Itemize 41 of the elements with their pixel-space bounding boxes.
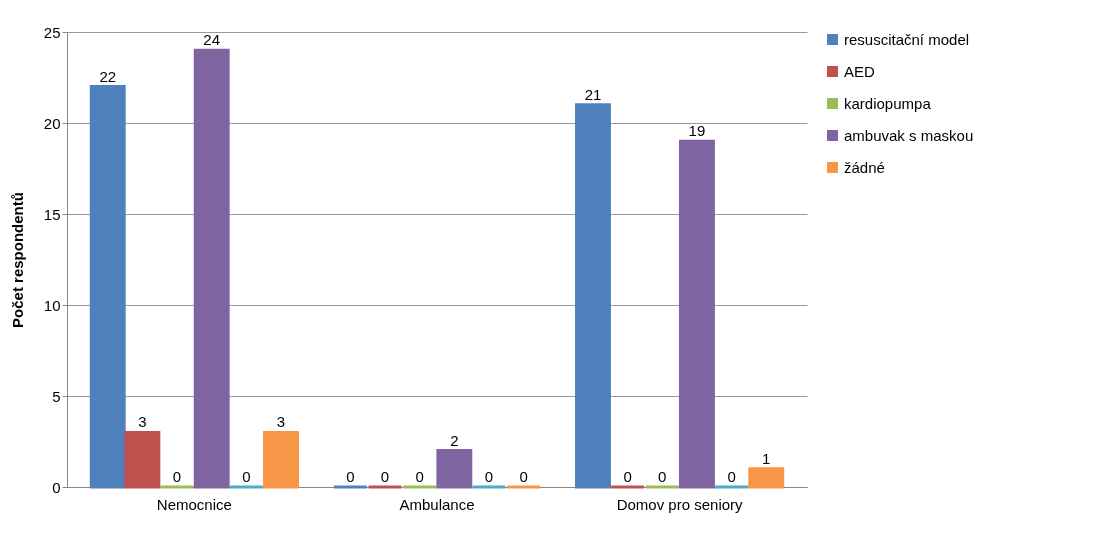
- bar: [436, 449, 473, 489]
- legend-label: AED: [844, 62, 876, 80]
- data-label: 0: [380, 468, 390, 485]
- x-tick-label: Nemocnice: [156, 495, 232, 513]
- data-label: 21: [584, 85, 602, 103]
- y-tick-label: 15: [43, 205, 61, 223]
- data-label: 1: [762, 449, 771, 467]
- bar: [124, 430, 161, 489]
- legend-label: ambuvak s maskou: [844, 126, 974, 144]
- bar: [89, 85, 126, 489]
- x-tick-label: Domov pro seniory: [616, 495, 744, 513]
- legend-label: kardiopumpa: [844, 94, 932, 112]
- data-label: 0: [658, 468, 667, 485]
- y-axis-title: Počet respondentů: [8, 192, 26, 328]
- data-label: 24: [203, 31, 221, 49]
- data-label: 0: [623, 468, 632, 485]
- y-tick-label: 0: [52, 478, 61, 496]
- bar: [193, 48, 230, 489]
- bar: [575, 103, 611, 489]
- bar: [748, 467, 785, 489]
- y-tick-label: 20: [43, 114, 61, 132]
- data-label: 0: [242, 468, 251, 485]
- y-tick-label: 25: [43, 23, 61, 41]
- data-label: 3: [138, 413, 147, 431]
- data-label: 3: [276, 413, 286, 431]
- data-label: 0: [172, 468, 182, 485]
- bar: [678, 139, 715, 489]
- data-label: 2: [450, 431, 459, 449]
- data-label: 19: [688, 122, 706, 140]
- data-label: 22: [99, 67, 117, 85]
- data-label: 0: [346, 468, 355, 485]
- data-label: 0: [519, 468, 528, 485]
- bar: [263, 430, 299, 489]
- y-tick-label: 5: [52, 387, 61, 405]
- y-tick-label: 10: [43, 296, 61, 314]
- legend-label: žádné: [844, 158, 885, 176]
- data-label: 0: [415, 468, 424, 485]
- data-label: 0: [484, 468, 494, 485]
- x-tick-label: Ambulance: [399, 495, 475, 513]
- legend-label: resuscitační model: [844, 30, 970, 48]
- data-label: 0: [727, 468, 736, 485]
